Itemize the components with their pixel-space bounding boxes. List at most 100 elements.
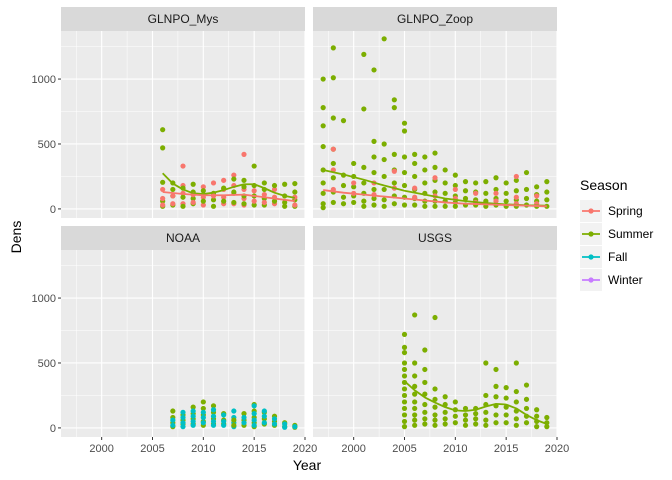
- data-point: [513, 360, 519, 366]
- data-point: [330, 45, 336, 51]
- data-point: [422, 366, 428, 373]
- data-point: [503, 395, 509, 401]
- data-point: [412, 383, 418, 389]
- data-point: [432, 412, 438, 418]
- data-point: [351, 180, 357, 186]
- data-point: [391, 168, 397, 174]
- data-point: [432, 314, 438, 321]
- data-point: [241, 411, 247, 417]
- legend-key-point: [588, 277, 594, 283]
- data-point: [221, 418, 227, 425]
- data-point: [351, 199, 357, 206]
- data-point: [381, 203, 387, 209]
- data-point: [483, 179, 489, 185]
- y-tick-label: 500: [38, 358, 56, 370]
- data-point: [544, 414, 550, 421]
- data-point: [330, 115, 336, 121]
- data-point: [432, 189, 438, 195]
- data-point: [442, 409, 448, 415]
- data-point: [422, 203, 428, 209]
- data-point: [513, 194, 519, 200]
- data-point: [523, 396, 530, 402]
- data-point: [241, 414, 247, 421]
- data-point: [412, 202, 418, 208]
- data-point: [452, 186, 458, 193]
- data-point: [401, 202, 408, 208]
- data-point: [340, 201, 347, 207]
- data-point: [330, 199, 336, 206]
- data-point: [371, 195, 377, 202]
- data-point: [452, 182, 458, 189]
- data-point: [391, 151, 397, 157]
- data-point: [251, 163, 257, 169]
- data-point: [190, 195, 196, 202]
- data-point: [462, 195, 469, 202]
- data-point: [412, 405, 418, 412]
- data-point: [320, 180, 326, 186]
- data-point: [190, 413, 196, 419]
- data-point: [160, 145, 166, 151]
- data-point: [401, 344, 408, 350]
- data-point: [422, 167, 428, 173]
- y-tick-labels: 0 500 1000 0 500 1000: [32, 74, 61, 435]
- legend: Season Spring Summer Fall Winter: [580, 177, 653, 291]
- data-point: [241, 201, 247, 207]
- data-point: [412, 312, 418, 318]
- data-point: [330, 75, 336, 81]
- data-point: [241, 184, 247, 190]
- data-point: [452, 172, 458, 178]
- data-point: [462, 188, 469, 194]
- legend-key-point: [588, 208, 594, 214]
- data-point: [513, 177, 519, 183]
- data-point: [401, 366, 408, 373]
- data-point: [231, 408, 237, 414]
- data-point: [432, 417, 438, 423]
- data-point: [483, 190, 489, 196]
- data-point: [160, 195, 166, 202]
- data-point: [221, 412, 227, 418]
- data-point: [170, 193, 176, 199]
- facet-panel: GLNPO_Zoop: [313, 7, 558, 218]
- data-point: [513, 416, 519, 422]
- data-point: [180, 409, 186, 415]
- legend-entry: Winter: [580, 269, 643, 291]
- x-tick-labels: 2000 2005 2010 2015 2020 2000 2005 2010 2015 2020: [89, 437, 569, 455]
- legend-entry: Fall: [580, 246, 627, 268]
- data-point: [340, 182, 347, 189]
- data-point: [160, 186, 166, 193]
- data-point: [412, 412, 418, 418]
- data-point: [401, 386, 408, 392]
- data-point: [292, 424, 298, 430]
- data-point: [231, 422, 237, 428]
- data-point: [513, 422, 519, 428]
- data-point: [462, 405, 469, 412]
- data-point: [523, 420, 530, 426]
- data-point: [251, 417, 257, 423]
- data-point: [221, 198, 227, 204]
- data-point: [503, 198, 509, 204]
- data-point: [200, 405, 206, 412]
- data-point: [432, 386, 438, 392]
- data-point: [401, 182, 408, 189]
- data-point: [513, 399, 519, 405]
- data-point: [493, 412, 499, 418]
- data-point: [210, 413, 217, 419]
- data-point: [231, 417, 237, 423]
- data-point: [523, 195, 530, 202]
- data-point: [493, 420, 499, 426]
- data-point: [442, 416, 448, 422]
- data-point: [422, 416, 428, 422]
- data-point: [493, 394, 499, 400]
- facet-strip: [313, 226, 557, 250]
- smooth-line: [403, 380, 548, 425]
- data-point: [251, 202, 257, 208]
- data-point: [210, 180, 217, 186]
- data-point: [180, 414, 186, 421]
- data-point: [381, 186, 387, 193]
- data-point: [401, 424, 408, 430]
- data-point: [251, 422, 257, 428]
- data-point: [422, 379, 428, 386]
- data-point: [462, 422, 469, 428]
- panel-background: [61, 250, 305, 437]
- data-point: [412, 151, 418, 157]
